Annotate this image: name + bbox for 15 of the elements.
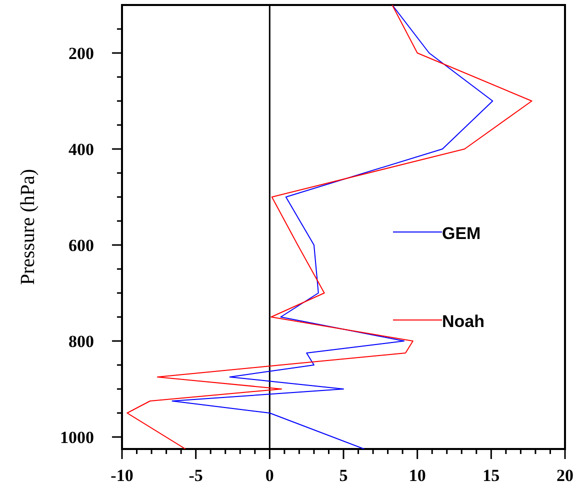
x-tick-label: 10: [408, 466, 426, 485]
y-axis-title: Pressure (hPa): [17, 168, 39, 286]
y-tick-label: 200: [68, 44, 94, 63]
y-tick-label: 400: [68, 140, 94, 159]
x-tick-label: 15: [482, 466, 500, 485]
x-tick-label: 0: [265, 466, 274, 485]
y-tick-label: 1000: [60, 428, 94, 447]
x-tick-label: -10: [110, 466, 134, 485]
x-tick-label: 5: [339, 466, 348, 485]
x-tick-label: 20: [556, 466, 574, 485]
legend-label: Noah: [442, 312, 484, 331]
legend-label: GEM: [442, 224, 481, 243]
x-tick-label: -5: [188, 466, 203, 485]
y-tick-label: 600: [68, 236, 94, 255]
y-tick-label: 800: [68, 332, 94, 351]
